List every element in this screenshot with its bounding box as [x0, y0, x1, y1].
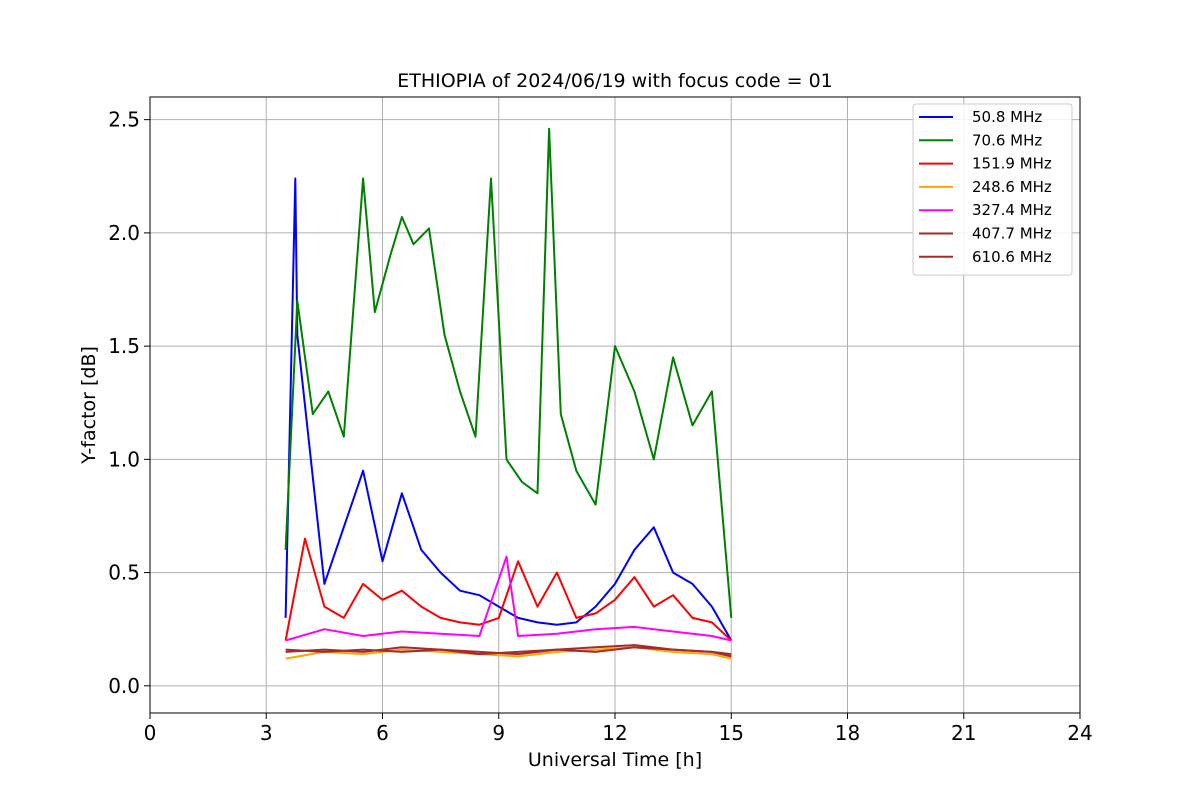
series-line	[285, 646, 732, 660]
x-tick-label: 18	[835, 721, 860, 745]
x-tick-label: 12	[602, 721, 627, 745]
legend: 50.8 MHz 70.6 MHz 151.9 MHz 248.6 MHz 327.4 …	[912, 103, 1073, 276]
x-tick-label: 21	[951, 721, 976, 745]
chart-title: ETHIOPIA of 2024/06/19 with focus code =…	[397, 70, 833, 92]
series-line	[284, 537, 732, 642]
legend-label: 151.9 MHz	[972, 155, 1052, 173]
series-line	[284, 177, 733, 641]
legend-label: 610.6 MHz	[972, 248, 1052, 266]
x-tick-label: 3	[260, 721, 273, 745]
y-tick-label: 1.0	[108, 447, 140, 471]
x-axis-label: Universal Time [h]	[528, 749, 702, 771]
series-line	[285, 646, 732, 658]
y-tick-label: 0.5	[108, 561, 140, 585]
x-tick-label: 9	[492, 721, 505, 745]
legend-label: 327.4 MHz	[972, 201, 1052, 219]
y-tick-label: 2.0	[108, 221, 140, 245]
legend-label: 50.8 MHz	[972, 108, 1042, 126]
legend-box	[912, 103, 1073, 276]
y-axis-label: Y-factor [dB]	[78, 346, 100, 465]
series-line	[285, 555, 732, 642]
legend-label: 248.6 MHz	[972, 178, 1052, 196]
y-tick-label: 0.0	[108, 674, 140, 698]
axis-ticks: 0 3 6 9 12 15 18 21 24 0.0 0.5 1.0 1.5 2.0 2.5	[108, 108, 1093, 745]
x-tick-label: 6	[376, 721, 389, 745]
legend-label: 70.6 MHz	[972, 131, 1042, 149]
y-tick-label: 2.5	[108, 108, 140, 132]
x-tick-label: 24	[1067, 721, 1092, 745]
x-tick-label: 15	[719, 721, 744, 745]
series-group	[284, 127, 733, 660]
series-line	[284, 127, 733, 618]
legend-label: 407.7 MHz	[972, 225, 1052, 243]
x-tick-label: 0	[144, 721, 157, 745]
y-tick-label: 1.5	[108, 334, 140, 358]
